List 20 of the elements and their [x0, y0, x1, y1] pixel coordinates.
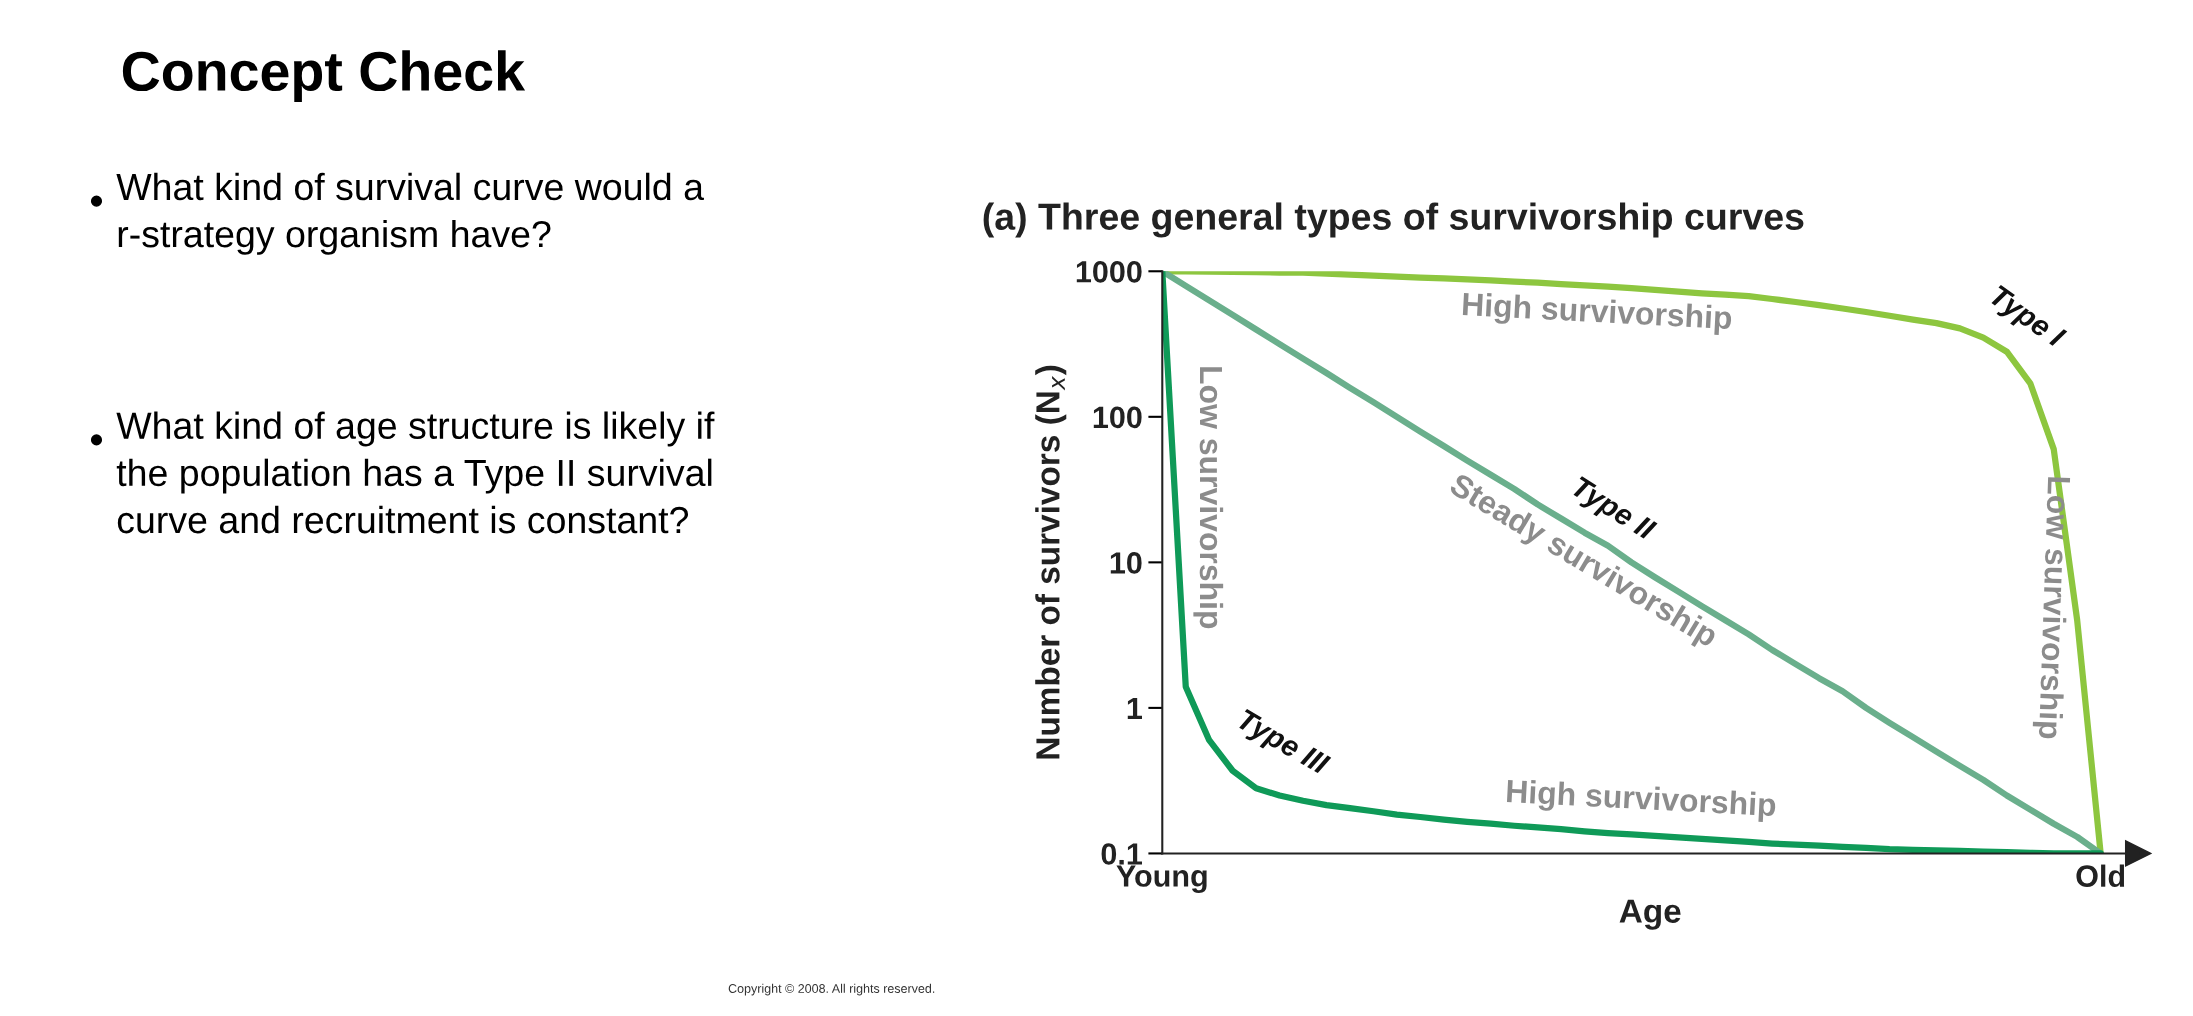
y-tick-label: 0.1: [1101, 843, 1142, 865]
text: What kind of survival curve would a r-strategy organism have?: [116, 172, 704, 255]
y-axis-title: Number of survivors (N$_{x}$): [1035, 365, 1067, 759]
x-tick-label: Old: [2076, 864, 2125, 887]
text: Type III: [1233, 708, 1332, 781]
text: What kind of age structure is likely if the population has a Type II survival curve and recruitment is constant?: [116, 411, 715, 534]
text: Type II: [1567, 476, 1658, 546]
y-tick-label: 100: [1093, 406, 1142, 429]
x-axis-title: Age: [1619, 899, 1681, 930]
annotation: High survivorship: [1462, 291, 1732, 336]
text: Concept Check: [122, 50, 526, 103]
y-tick-label: 1: [1127, 697, 1142, 719]
annotation: Low survivorship: [1193, 367, 1224, 629]
text: Copyright © 2008. All rights reserved.: [728, 983, 935, 996]
y-tick-label: 10: [1110, 552, 1142, 574]
annotation: High survivorship: [1506, 778, 1776, 823]
annotation: Low survivorship: [2032, 476, 2072, 739]
y-tick-label: 1000: [1076, 261, 1142, 283]
x-tick-label: Young: [1116, 865, 1207, 894]
chart-subtitle: (a) Three general types of survivorship curves: [983, 202, 1804, 238]
